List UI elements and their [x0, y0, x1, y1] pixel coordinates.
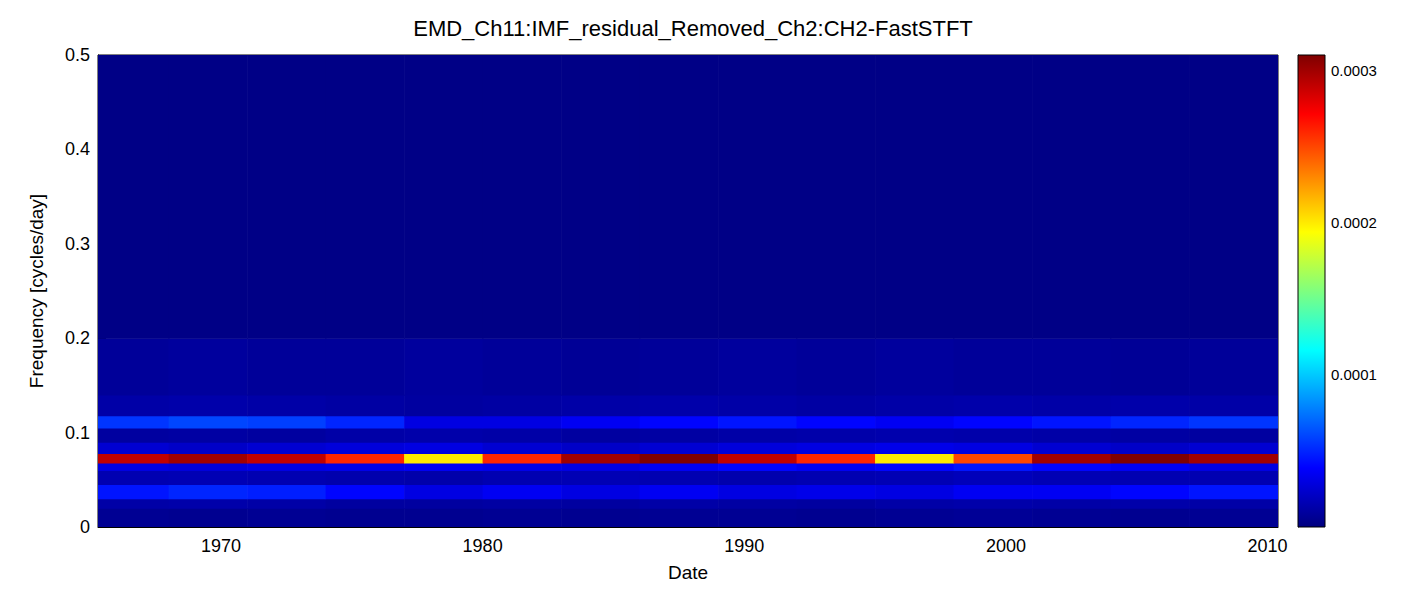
svg-text:0.0001: 0.0001	[1331, 366, 1377, 383]
svg-text:EMD_Ch11:IMF_residual_Removed_: EMD_Ch11:IMF_residual_Removed_Ch2:CH2-Fa…	[413, 16, 973, 41]
svg-text:0.1: 0.1	[65, 423, 90, 443]
svg-text:1990: 1990	[724, 536, 764, 556]
svg-text:2010: 2010	[1248, 536, 1288, 556]
svg-text:0.5: 0.5	[65, 45, 90, 65]
svg-text:Frequency [cycles/day]: Frequency [cycles/day]	[26, 194, 47, 388]
svg-text:0.2: 0.2	[65, 328, 90, 348]
svg-text:2000: 2000	[986, 536, 1026, 556]
svg-text:0: 0	[80, 517, 90, 537]
svg-text:1970: 1970	[201, 536, 241, 556]
svg-text:0.3: 0.3	[65, 234, 90, 254]
svg-text:0.0003: 0.0003	[1331, 62, 1377, 79]
svg-text:0.0002: 0.0002	[1331, 214, 1377, 231]
svg-text:Date: Date	[668, 562, 708, 583]
svg-text:0.4: 0.4	[65, 139, 90, 159]
svg-text:1980: 1980	[463, 536, 503, 556]
